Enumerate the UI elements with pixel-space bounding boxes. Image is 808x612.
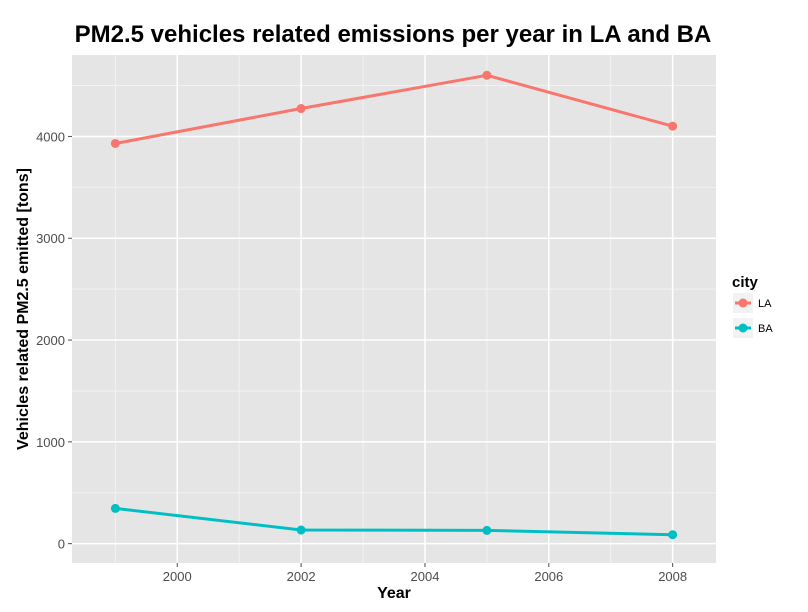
data-point-ba-2005	[482, 525, 492, 535]
y-tick-label: 3000	[36, 231, 65, 246]
y-axis-ticks: 0 1000 2000 3000 4000	[36, 129, 72, 552]
legend-item-la: LA	[733, 293, 772, 313]
x-tick-label: 2002	[287, 569, 316, 584]
plot-panel	[72, 55, 716, 563]
series-layer	[110, 70, 678, 540]
data-point-la-1999	[110, 138, 120, 148]
data-point-la-2005	[482, 70, 492, 80]
data-point-la-2008	[668, 121, 678, 131]
data-point-ba-2002	[296, 525, 306, 535]
legend-title: city	[732, 274, 759, 291]
major-gridlines	[72, 55, 716, 563]
legend-label-la: LA	[758, 298, 772, 310]
x-axis-title: Year	[377, 585, 411, 602]
y-tick-label: 4000	[36, 129, 65, 144]
series-line-la	[115, 73, 674, 145]
x-tick-label: 2000	[163, 569, 192, 584]
series-ba	[110, 503, 678, 540]
y-axis-title: Vehicles related PM2.5 emitted [tons]	[15, 168, 32, 450]
data-point-la-2002	[296, 104, 306, 114]
legend: city LA BA	[732, 274, 773, 338]
data-point-ba-2008	[668, 530, 678, 540]
series-la	[110, 70, 678, 148]
chart-title: PM2.5 vehicles related emissions per yea…	[75, 21, 712, 48]
y-tick-label: 0	[58, 537, 65, 552]
legend-label-ba: BA	[758, 323, 773, 335]
x-tick-label: 2004	[411, 569, 440, 584]
x-axis-ticks: 2000 2002 2004 2006 2008	[163, 563, 687, 584]
minor-gridlines	[72, 55, 716, 563]
x-tick-label: 2008	[658, 569, 687, 584]
x-tick-label: 2006	[534, 569, 563, 584]
legend-item-ba: BA	[733, 318, 773, 338]
y-tick-label: 1000	[36, 435, 65, 450]
legend-key-point-ba	[738, 323, 748, 333]
y-tick-label: 2000	[36, 333, 65, 348]
legend-key-point-la	[738, 298, 748, 308]
series-line-ba	[115, 506, 673, 537]
data-point-ba-1999	[110, 503, 120, 513]
